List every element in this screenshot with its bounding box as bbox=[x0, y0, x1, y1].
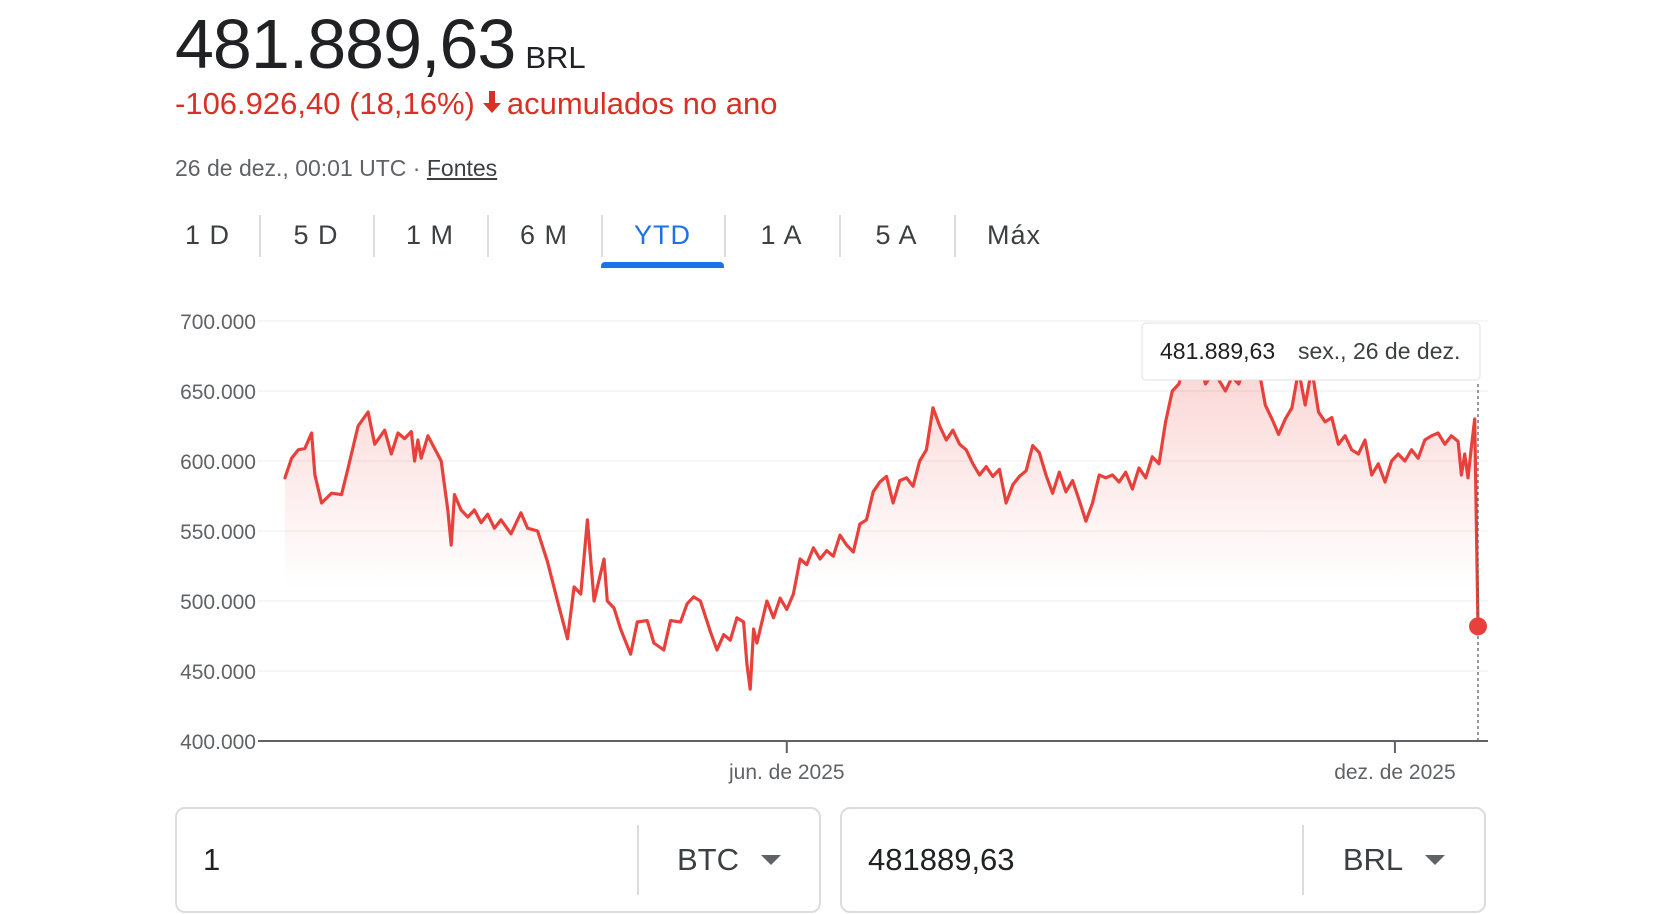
from-amount-input[interactable]: 1 bbox=[203, 842, 221, 877]
y-axis: 400.000 450.000 500.000 550.000 600.000 650.0… bbox=[180, 311, 256, 754]
tab-ytd[interactable]: YTD bbox=[601, 210, 724, 268]
to-amount-input[interactable]: 481889,63 bbox=[868, 842, 1015, 877]
y-tick-label: 700.000 bbox=[180, 311, 256, 334]
tooltip-value: 481.889,63 bbox=[1160, 338, 1275, 364]
change-value: -106.926,40 (18,16%) bbox=[175, 86, 475, 121]
to-converter: 481889,63 BRL bbox=[840, 807, 1486, 913]
from-currency-label: BTC bbox=[677, 842, 739, 877]
y-tick-label: 500.000 bbox=[180, 591, 256, 614]
tooltip-date: sex., 26 de dez. bbox=[1298, 338, 1460, 364]
converter-divider bbox=[1302, 825, 1304, 895]
x-axis: jun. de 2025 dez. de 2025 bbox=[728, 741, 1456, 784]
tab-1m[interactable]: 1 M bbox=[373, 210, 487, 260]
from-converter: 1 BTC bbox=[175, 807, 821, 913]
chart-tooltip: 481.889,63 sex., 26 de dez. bbox=[1141, 322, 1481, 381]
y-tick-label: 550.000 bbox=[180, 521, 256, 544]
timestamp-text: 26 de dez., 00:01 UTC · bbox=[175, 155, 427, 181]
converter-divider bbox=[637, 825, 639, 895]
change-suffix: acumulados no ano bbox=[506, 86, 778, 121]
price-area-fill bbox=[285, 360, 1478, 741]
y-tick-label: 650.000 bbox=[180, 381, 256, 404]
from-currency-select[interactable]: BTC bbox=[639, 842, 819, 878]
to-currency-label: BRL bbox=[1342, 842, 1404, 877]
tab-5a[interactable]: 5 A bbox=[839, 210, 954, 260]
tab-6m[interactable]: 6 M bbox=[487, 210, 601, 260]
dropdown-caret-icon bbox=[761, 855, 781, 865]
arrow-down-icon bbox=[481, 86, 503, 122]
price-currency: BRL bbox=[525, 40, 586, 75]
x-tick-label: dez. de 2025 bbox=[1334, 761, 1455, 784]
x-tick-label: jun. de 2025 bbox=[728, 761, 845, 784]
current-price-dot bbox=[1469, 617, 1487, 636]
to-currency-select[interactable]: BRL bbox=[1304, 842, 1484, 878]
y-tick-label: 400.000 bbox=[180, 731, 256, 754]
ytd-change: -106.926,40 (18,16%) acumulados no ano bbox=[175, 86, 777, 122]
y-tick-label: 450.000 bbox=[180, 661, 256, 684]
current-price: 481.889,63 bbox=[175, 5, 516, 83]
price-timestamp: 26 de dez., 00:01 UTC · Fontes bbox=[175, 155, 497, 182]
tab-max[interactable]: Máx bbox=[954, 210, 1074, 260]
sources-link[interactable]: Fontes bbox=[426, 155, 498, 181]
range-tabs: 1 D 5 D 1 M 6 M YTD 1 A 5 A Máx bbox=[175, 210, 1074, 268]
tab-5d[interactable]: 5 D bbox=[259, 210, 373, 260]
tab-1d[interactable]: 1 D bbox=[185, 219, 231, 250]
price-line bbox=[283, 358, 1480, 691]
dropdown-caret-icon bbox=[1425, 855, 1446, 865]
tab-1a[interactable]: 1 A bbox=[724, 210, 839, 260]
y-tick-label: 600.000 bbox=[180, 451, 256, 474]
